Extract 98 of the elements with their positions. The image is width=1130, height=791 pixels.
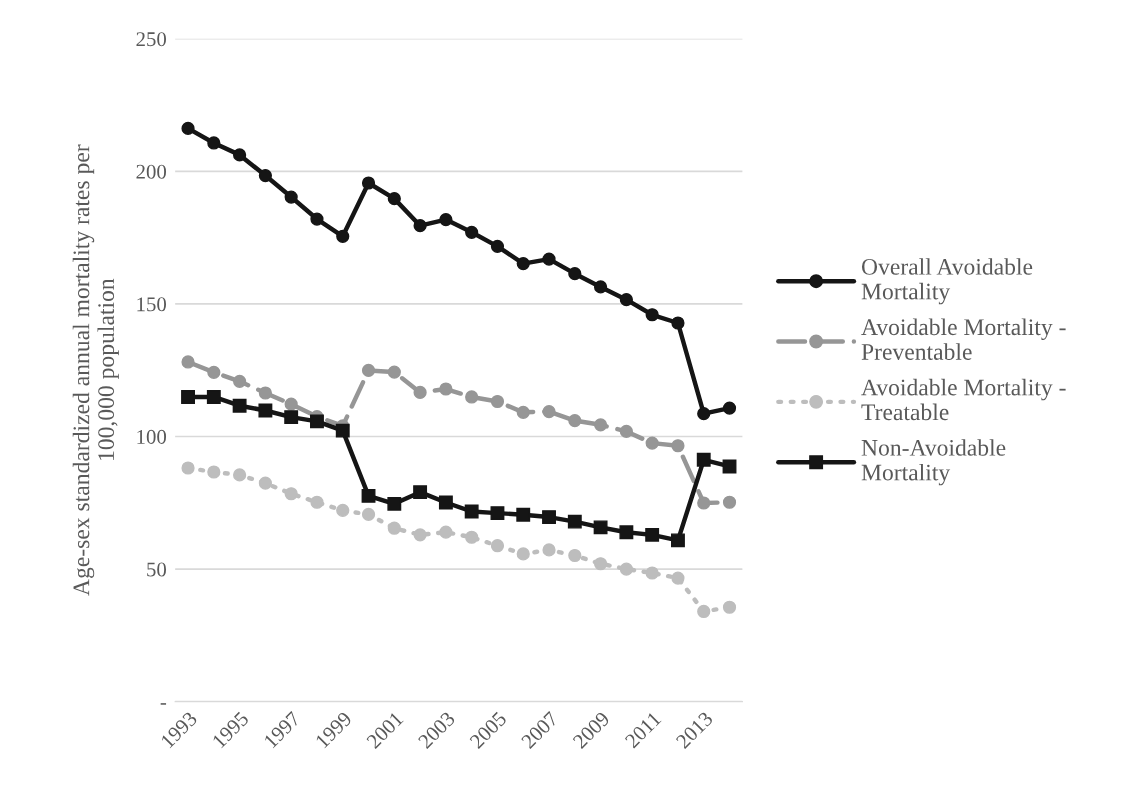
y-tick-label: 50	[147, 562, 167, 577]
y-tick-label: 100	[137, 429, 167, 444]
point	[233, 148, 247, 162]
point	[696, 452, 711, 467]
point	[465, 530, 479, 544]
point	[671, 571, 685, 585]
point	[413, 385, 427, 400]
legend-label: Avoidable Mortality - Preventable	[861, 318, 1066, 360]
point	[284, 410, 299, 425]
point	[516, 507, 531, 522]
point	[439, 382, 453, 396]
point	[361, 507, 376, 522]
point	[310, 495, 324, 509]
point	[568, 548, 582, 563]
point	[671, 533, 685, 548]
point	[568, 267, 582, 281]
point	[567, 514, 582, 529]
point	[232, 398, 247, 413]
point	[722, 600, 737, 614]
point	[335, 423, 350, 438]
point	[490, 394, 505, 409]
point	[593, 557, 608, 571]
point	[645, 436, 659, 450]
point	[361, 176, 376, 190]
point	[516, 257, 530, 271]
point	[361, 363, 376, 378]
point	[619, 293, 633, 307]
point	[181, 390, 195, 404]
point	[439, 212, 453, 227]
point	[233, 468, 247, 482]
point	[207, 365, 221, 379]
y-axis-title: Age-sex standardized annual mortality rates per 100,000 population	[72, 144, 119, 596]
point	[645, 566, 659, 580]
point	[542, 510, 556, 525]
point	[387, 365, 401, 379]
point	[542, 252, 556, 266]
point	[619, 424, 633, 439]
point	[439, 525, 453, 539]
y-tick-label: -	[160, 703, 167, 705]
point	[542, 404, 556, 419]
y-tick-label: 150	[137, 297, 167, 312]
point	[568, 413, 582, 428]
point	[722, 495, 737, 509]
point	[206, 390, 221, 404]
point	[207, 136, 221, 150]
point	[516, 547, 530, 561]
point	[181, 355, 195, 369]
y-tick-label: 200	[136, 164, 167, 179]
point	[361, 488, 376, 503]
point	[542, 543, 556, 557]
point	[697, 496, 711, 510]
point	[438, 495, 453, 510]
point	[284, 487, 298, 501]
point	[207, 465, 221, 479]
point	[671, 316, 685, 330]
y-tick-label: 250	[136, 32, 167, 47]
legend-label: Non-Avoidable Mortality	[861, 439, 1006, 486]
point	[284, 190, 298, 204]
point	[490, 539, 505, 553]
point	[619, 525, 634, 540]
point	[284, 397, 298, 411]
point	[258, 386, 272, 400]
point	[593, 520, 608, 535]
point	[490, 239, 505, 253]
point	[336, 503, 350, 518]
point	[697, 407, 711, 421]
point	[233, 374, 247, 388]
point	[181, 121, 195, 135]
point	[258, 476, 272, 490]
point	[258, 403, 273, 418]
point	[619, 562, 633, 576]
point	[722, 401, 737, 415]
point	[593, 418, 608, 432]
point	[387, 192, 401, 206]
point	[387, 521, 401, 535]
point	[516, 405, 530, 419]
point	[697, 604, 711, 619]
point	[593, 280, 608, 294]
x-tick-label: 1999	[315, 711, 353, 749]
point	[645, 527, 660, 542]
point	[310, 414, 324, 429]
point	[387, 496, 402, 511]
point	[258, 168, 272, 183]
point	[413, 528, 427, 542]
legend-label: Overall Avoidable Mortality	[861, 258, 1033, 305]
point	[336, 229, 350, 243]
point	[413, 485, 428, 500]
point	[490, 506, 505, 521]
point	[722, 459, 737, 474]
point	[413, 219, 427, 233]
point	[465, 390, 479, 404]
legend-label: Avoidable Mortality - Treatable	[861, 378, 1066, 421]
point	[645, 308, 659, 322]
point	[465, 225, 479, 239]
point	[464, 504, 479, 519]
point	[671, 439, 685, 453]
point	[310, 212, 324, 226]
point	[181, 461, 195, 475]
